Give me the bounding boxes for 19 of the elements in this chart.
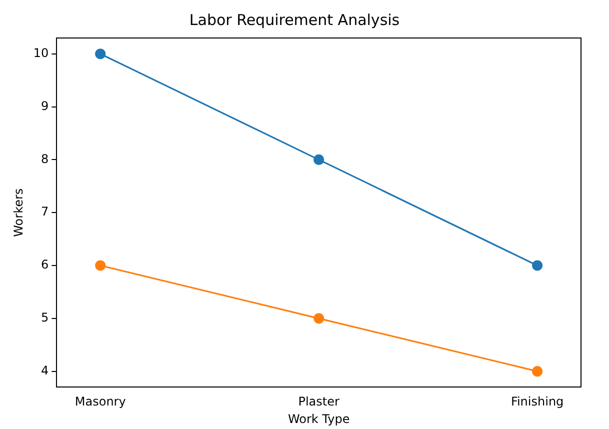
point [95, 260, 106, 271]
y-tick-label: 8 [41, 152, 49, 166]
y-tick-label: 7 [41, 204, 49, 219]
point [314, 154, 324, 165]
point [95, 48, 106, 60]
y-tick-label: 4 [41, 363, 49, 378]
y-tick-label: 10 [33, 46, 49, 60]
y-axis-title: Workers [11, 188, 26, 237]
x-tick-label: Masonry [74, 394, 126, 409]
point [532, 366, 543, 377]
chart-title: Labor Requirement Analysis [189, 10, 400, 29]
x-tick-label: Plaster [298, 394, 340, 409]
y-tick-label: 5 [41, 310, 49, 325]
point [314, 313, 324, 324]
x-tick-label: Finishing [510, 394, 564, 409]
x-axis-title: Work Type [288, 412, 350, 426]
point [532, 260, 543, 271]
y-tick-label: 9 [41, 98, 49, 113]
y-tick-label: 6 [41, 258, 49, 272]
